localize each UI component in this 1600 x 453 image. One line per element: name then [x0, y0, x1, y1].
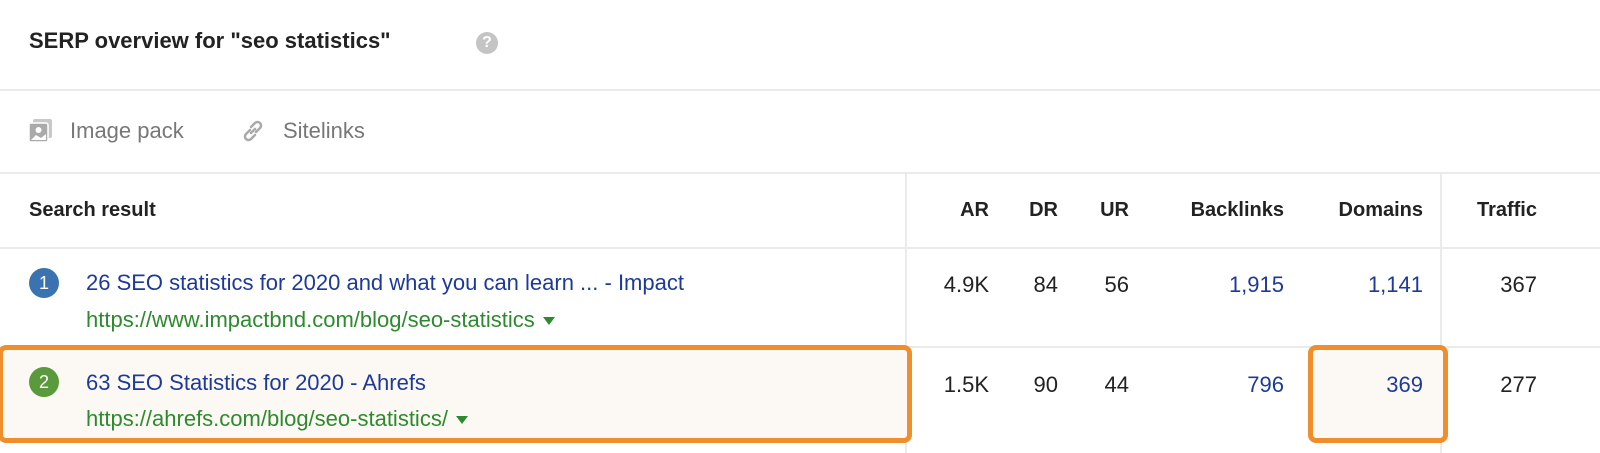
divider: [0, 89, 1600, 91]
ar-value: 1.5K: [943, 372, 989, 397]
feature-image-pack[interactable]: Image pack: [70, 118, 184, 143]
column-header-dr[interactable]: DR: [1029, 199, 1058, 221]
divider: [0, 247, 1600, 249]
domains-link[interactable]: 369: [1386, 372, 1423, 397]
column-header-ar[interactable]: AR: [960, 199, 989, 221]
page-title: SERP overview for "seo statistics": [29, 28, 391, 53]
highlight-box-result: [0, 345, 912, 443]
backlinks-link[interactable]: 1,915: [1228, 272, 1284, 297]
traffic-value: 277: [1500, 372, 1537, 397]
position-badge: 1: [29, 268, 59, 298]
dr-value: 84: [1033, 272, 1058, 297]
highlight-box-domains: [1308, 345, 1448, 443]
traffic-value: 367: [1500, 272, 1537, 297]
column-header-backlinks[interactable]: Backlinks: [1190, 199, 1284, 221]
column-header-search-result: Search result: [29, 199, 156, 221]
result-url[interactable]: https://ahrefs.com/blog/seo-statistics/: [86, 406, 468, 432]
image-pack-icon: [28, 119, 52, 143]
dr-value: 90: [1033, 372, 1058, 397]
result-url-text[interactable]: https://www.impactbnd.com/blog/seo-stati…: [86, 307, 535, 332]
column-header-ur[interactable]: UR: [1100, 199, 1129, 221]
caret-down-icon[interactable]: [455, 416, 468, 425]
result-url-text[interactable]: https://ahrefs.com/blog/seo-statistics/: [86, 406, 448, 431]
column-divider: [1440, 173, 1442, 453]
result-url[interactable]: https://www.impactbnd.com/blog/seo-stati…: [86, 307, 555, 333]
link-icon: [243, 120, 263, 142]
help-icon[interactable]: ?: [476, 32, 498, 54]
column-divider: [905, 173, 907, 453]
column-header-traffic[interactable]: Traffic: [1476, 199, 1537, 221]
backlinks-link[interactable]: 796: [1247, 372, 1284, 397]
domains-link[interactable]: 1,141: [1367, 272, 1423, 297]
position-badge: 2: [29, 367, 59, 397]
result-title-link[interactable]: 63 SEO Statistics for 2020 - Ahrefs: [86, 370, 426, 395]
ur-value: 44: [1104, 372, 1129, 397]
result-title-link[interactable]: 26 SEO statistics for 2020 and what you …: [86, 270, 684, 295]
column-header-domains[interactable]: Domains: [1338, 199, 1423, 221]
ur-value: 56: [1104, 272, 1129, 297]
ar-value: 4.9K: [943, 272, 989, 297]
caret-down-icon[interactable]: [542, 317, 555, 326]
divider: [0, 172, 1600, 174]
feature-sitelinks[interactable]: Sitelinks: [283, 118, 365, 143]
